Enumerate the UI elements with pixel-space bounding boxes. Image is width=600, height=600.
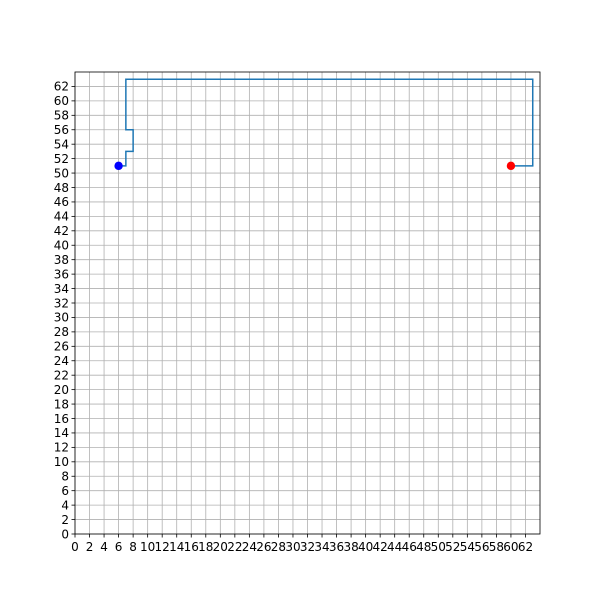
y-tick-label: 42 bbox=[54, 224, 69, 238]
y-tick-label: 50 bbox=[54, 166, 69, 180]
y-tick-label: 48 bbox=[54, 181, 69, 195]
y-tick-label: 16 bbox=[54, 412, 69, 426]
x-tick-label: 10 bbox=[140, 540, 155, 554]
x-tick-label: 0 bbox=[71, 540, 79, 554]
x-tick-label: 30 bbox=[285, 540, 300, 554]
grid bbox=[74, 72, 540, 535]
x-tick-label: 14 bbox=[169, 540, 184, 554]
x-tick-label: 44 bbox=[387, 540, 402, 554]
x-tick-label: 2 bbox=[86, 540, 94, 554]
x-tick-label: 40 bbox=[358, 540, 373, 554]
marker-layer bbox=[114, 161, 516, 171]
x-tick-label: 56 bbox=[474, 540, 489, 554]
y-tick-label: 54 bbox=[54, 137, 69, 151]
y-tick-label: 60 bbox=[54, 94, 69, 108]
y-tick-label: 0 bbox=[61, 527, 69, 541]
y-tick-label: 56 bbox=[54, 123, 69, 137]
x-tick-label: 8 bbox=[129, 540, 137, 554]
y-tick-label: 14 bbox=[54, 426, 69, 440]
y-tick-label: 2 bbox=[61, 513, 69, 527]
y-tick-label: 8 bbox=[61, 470, 69, 484]
y-tick-label: 58 bbox=[54, 109, 69, 123]
y-tick-label: 52 bbox=[54, 152, 69, 166]
y-axis: 0246810121416182022242628303234363840424… bbox=[54, 80, 75, 541]
y-tick-label: 38 bbox=[54, 253, 69, 267]
y-tick-label: 4 bbox=[61, 498, 69, 512]
y-tick-label: 62 bbox=[54, 80, 69, 94]
x-tick-label: 20 bbox=[213, 540, 228, 554]
x-tick-label: 60 bbox=[503, 540, 518, 554]
x-tick-label: 46 bbox=[402, 540, 417, 554]
x-tick-label: 38 bbox=[343, 540, 358, 554]
y-tick-label: 10 bbox=[54, 455, 69, 469]
y-tick-label: 36 bbox=[54, 267, 69, 281]
y-tick-label: 24 bbox=[54, 354, 69, 368]
start-marker bbox=[114, 161, 123, 171]
x-tick-label: 42 bbox=[373, 540, 388, 554]
x-tick-label: 12 bbox=[155, 540, 170, 554]
x-tick-label: 48 bbox=[416, 540, 431, 554]
x-tick-label: 4 bbox=[100, 540, 108, 554]
series-layer bbox=[118, 78, 534, 167]
y-tick-label: 30 bbox=[54, 311, 69, 325]
y-tick-label: 18 bbox=[54, 397, 69, 411]
y-tick-label: 20 bbox=[54, 383, 69, 397]
x-tick-label: 50 bbox=[431, 540, 446, 554]
x-tick-label: 36 bbox=[329, 540, 344, 554]
x-tick-label: 16 bbox=[184, 540, 199, 554]
x-tick-label: 18 bbox=[198, 540, 213, 554]
x-tick-label: 34 bbox=[314, 540, 329, 554]
x-tick-label: 58 bbox=[489, 540, 504, 554]
x-axis: 0 2 4 6 8 10 12 14 16 18 20 22 24 26 28 30 32 34 36 38 40 42 4… bbox=[71, 534, 533, 554]
x-tick-label: 54 bbox=[460, 540, 475, 554]
y-tick-label: 6 bbox=[61, 484, 69, 498]
x-tick-label: 28 bbox=[271, 540, 286, 554]
y-tick-label: 28 bbox=[54, 325, 69, 339]
x-tick-label: 52 bbox=[445, 540, 460, 554]
y-tick-label: 46 bbox=[54, 195, 69, 209]
x-tick-label: 32 bbox=[300, 540, 315, 554]
goal-marker bbox=[506, 161, 516, 171]
y-tick-label: 44 bbox=[54, 210, 69, 224]
y-tick-label: 12 bbox=[54, 441, 69, 455]
y-tick-label: 26 bbox=[54, 340, 69, 354]
x-tick-label: 6 bbox=[115, 540, 123, 554]
x-tick-label: 24 bbox=[242, 540, 257, 554]
y-tick-label: 22 bbox=[54, 368, 69, 382]
x-tick-label: 22 bbox=[227, 540, 242, 554]
y-tick-label: 40 bbox=[54, 239, 69, 253]
y-tick-label: 34 bbox=[54, 282, 69, 296]
series-line-path bbox=[118, 78, 534, 167]
x-tick-label: 26 bbox=[256, 540, 271, 554]
x-tick-label: 62 bbox=[518, 540, 533, 554]
y-tick-label: 32 bbox=[54, 296, 69, 310]
